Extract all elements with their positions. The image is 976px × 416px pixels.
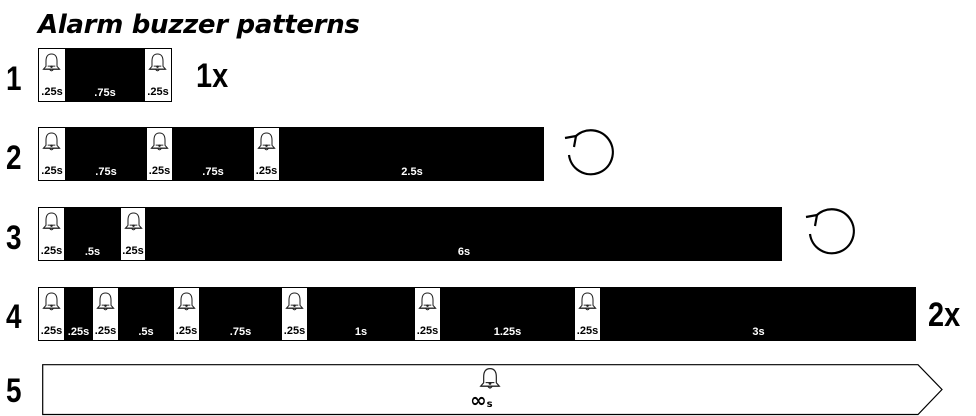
beep-segment: .25s <box>173 287 200 341</box>
segment-duration: .75s <box>229 326 252 338</box>
bell-icon <box>148 53 167 72</box>
bell-icon <box>257 132 276 151</box>
bell-icon <box>479 368 501 389</box>
beep-segment: .25s <box>38 287 65 341</box>
silence-segment: 1.25s <box>441 287 574 341</box>
bell-icon <box>150 132 169 151</box>
repeat-count: 2x <box>928 296 961 334</box>
silence-segment: .25s <box>65 287 92 341</box>
segment-duration: 1s <box>354 326 368 338</box>
bell-icon <box>42 132 61 151</box>
beep-segment: .25s <box>38 207 65 261</box>
segment-duration: .75s <box>95 166 117 178</box>
segment-duration: .25s <box>94 325 117 337</box>
continuous-arrow-outline <box>42 364 943 416</box>
beep-segment: .25s <box>146 127 173 181</box>
segment-duration: .5s <box>84 246 101 258</box>
silence-segment: .75s <box>200 287 281 341</box>
bell-icon <box>42 212 61 231</box>
segment-duration: .25s <box>40 245 63 257</box>
bell-icon <box>177 292 196 311</box>
beep-segment: .25s <box>92 287 119 341</box>
segment-duration: .75s <box>202 166 224 178</box>
pattern-bar: .25s .5s .25s 6s <box>38 207 782 261</box>
segment-duration: .75s <box>94 87 116 99</box>
segment-duration: 3s <box>752 326 765 338</box>
silence-segment: .75s <box>66 48 144 102</box>
continuous-duration-label: ∞s <box>470 390 520 411</box>
beep-segment: .25s <box>120 207 146 261</box>
pattern-number: 5 <box>6 372 22 410</box>
segment-duration: .25s <box>67 326 90 338</box>
silence-segment: 3s <box>601 287 916 341</box>
segment-duration: .25s <box>576 325 599 337</box>
silence-segment: .5s <box>65 207 120 261</box>
segment-duration: 1.25s <box>493 326 522 338</box>
segment-duration: .5s <box>138 326 154 338</box>
segment-duration: 2.5s <box>401 166 423 178</box>
repeat-count: 1x <box>196 57 229 95</box>
beep-segment: .25s <box>574 287 601 341</box>
pattern-number: 2 <box>6 139 22 177</box>
silence-segment: 1s <box>308 287 414 341</box>
bell-icon <box>42 53 61 72</box>
pattern-bar: .25s .25s .25s .5s .25s .75s .25s 1s .25… <box>38 287 916 341</box>
bell-icon <box>42 292 61 311</box>
segment-duration: .25s <box>175 325 198 337</box>
segment-duration: .25s <box>283 325 306 337</box>
silence-segment: .75s <box>66 127 146 181</box>
beep-segment: .25s <box>38 127 66 181</box>
segment-duration: .25s <box>255 165 278 177</box>
beep-segment: .25s <box>144 48 172 102</box>
bell-icon <box>578 292 597 311</box>
beep-segment: .25s <box>38 48 66 102</box>
page-title: Alarm buzzer patterns <box>38 10 360 40</box>
pattern-number: 3 <box>6 219 22 257</box>
loop-arrow-icon <box>564 129 614 176</box>
loop-arrow-icon <box>805 208 855 255</box>
beep-segment: .25s <box>281 287 308 341</box>
bell-icon <box>96 292 115 311</box>
infinity-symbol: ∞ <box>470 388 487 412</box>
continuous-pattern: ∞s <box>42 364 944 416</box>
pattern-bar: .25s .75s .25s <box>38 48 172 102</box>
segment-duration: .25s <box>148 165 171 177</box>
silence-segment: .75s <box>173 127 253 181</box>
bell-icon <box>285 292 304 311</box>
segment-duration: .25s <box>416 325 439 337</box>
silence-segment: .5s <box>119 287 173 341</box>
segment-duration: .25s <box>41 165 63 177</box>
pattern-number: 4 <box>6 298 22 336</box>
beep-segment: .25s <box>253 127 280 181</box>
pattern-bar: .25s .75s .25s .75s .25s 2.5s <box>38 127 544 181</box>
beep-segment: .25s <box>414 287 441 341</box>
duration-unit: s <box>486 399 493 410</box>
segment-duration: .25s <box>147 86 169 98</box>
pattern-number: 1 <box>6 60 22 98</box>
silence-segment: 2.5s <box>280 127 544 181</box>
bell-icon <box>418 292 437 311</box>
segment-duration: .25s <box>40 325 63 337</box>
silence-segment: 6s <box>146 207 782 261</box>
segment-duration: 6s <box>457 246 471 258</box>
bell-icon <box>124 212 143 231</box>
segment-duration: .25s <box>122 245 144 257</box>
segment-duration: .25s <box>41 86 63 98</box>
